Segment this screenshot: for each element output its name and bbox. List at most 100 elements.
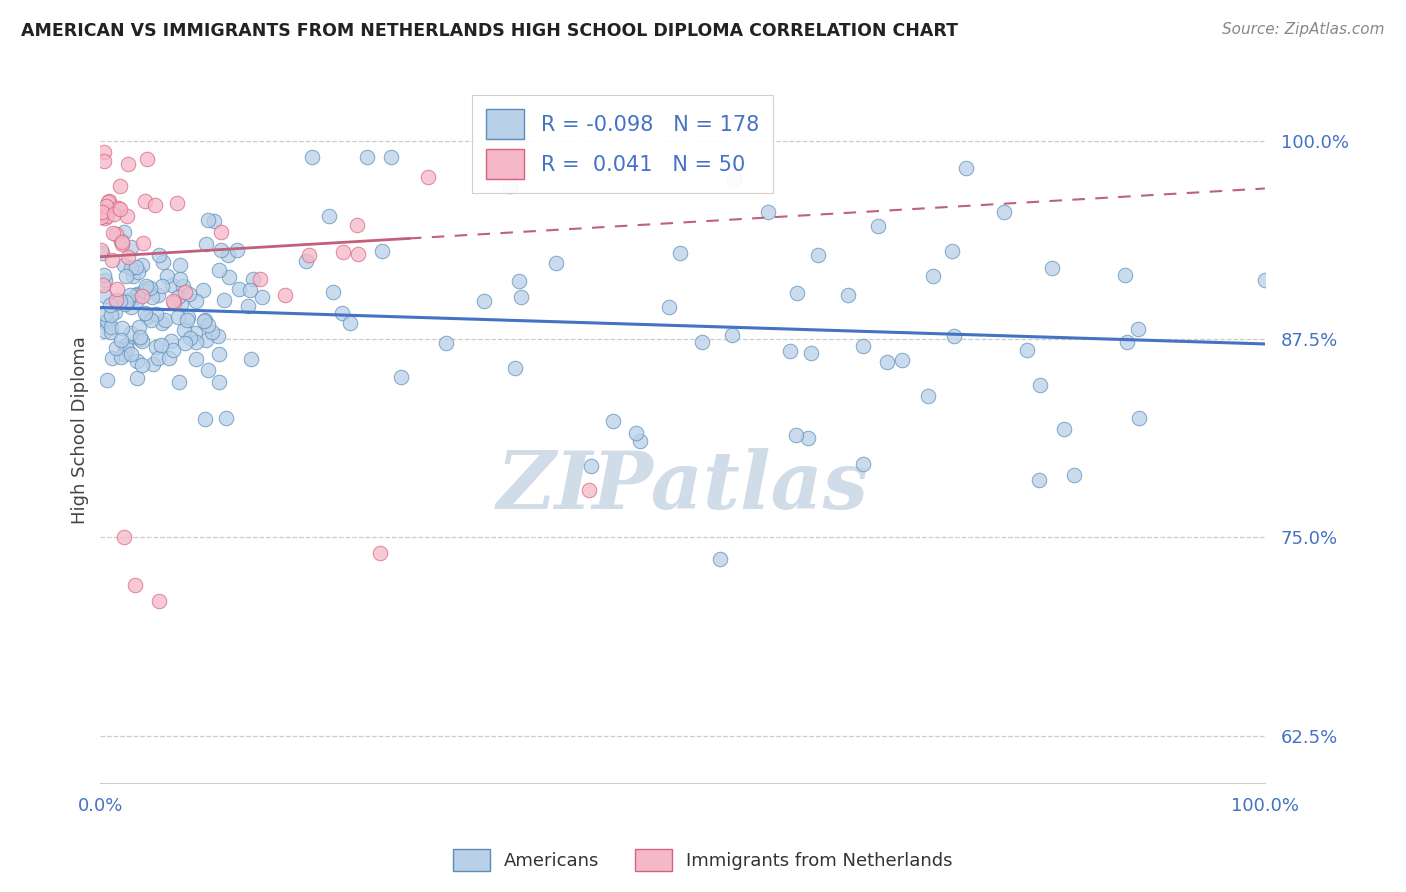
Point	[194, 312, 217, 326]
Point	[115, 338, 138, 352]
Point	[94, 315, 117, 329]
Point	[94, 288, 117, 302]
Point	[274, 288, 297, 302]
Point	[368, 546, 391, 560]
Point	[90, 243, 112, 257]
Point	[191, 283, 214, 297]
Point	[852, 339, 875, 353]
Point	[117, 293, 139, 308]
Point	[94, 324, 117, 338]
Point	[851, 457, 873, 471]
Point	[225, 243, 247, 257]
Point	[93, 153, 115, 168]
Point	[115, 268, 138, 283]
Point	[112, 225, 135, 239]
Point	[177, 287, 200, 301]
Point	[96, 209, 118, 223]
Point	[1126, 322, 1149, 336]
Point	[96, 318, 118, 332]
Point	[105, 293, 128, 307]
Point	[98, 194, 121, 208]
Point	[797, 431, 820, 445]
Point	[434, 335, 457, 350]
Point	[94, 273, 117, 287]
Point	[217, 248, 239, 262]
Point	[955, 161, 977, 176]
Point	[370, 244, 392, 259]
Point	[510, 290, 533, 304]
Point	[339, 317, 361, 331]
Point	[110, 234, 132, 248]
Point	[176, 310, 198, 324]
Point	[756, 205, 779, 219]
Point	[1017, 343, 1039, 357]
Point	[658, 301, 681, 315]
Point	[129, 330, 152, 344]
Point	[157, 351, 180, 366]
Point	[110, 334, 132, 348]
Point	[1114, 268, 1136, 283]
Point	[120, 240, 142, 254]
Point	[148, 594, 170, 608]
Point	[103, 226, 125, 240]
Point	[135, 152, 157, 166]
Point	[117, 251, 139, 265]
Point	[207, 329, 229, 343]
Point	[709, 552, 731, 566]
Point	[503, 360, 526, 375]
Point	[127, 354, 149, 368]
Point	[96, 199, 118, 213]
Point	[121, 300, 143, 314]
Point	[197, 318, 219, 332]
Point	[208, 375, 231, 389]
Point	[779, 343, 801, 358]
Point	[129, 333, 152, 347]
Point	[167, 310, 190, 325]
Point	[786, 285, 808, 300]
Point	[135, 279, 157, 293]
Point	[118, 288, 141, 302]
Point	[389, 370, 412, 384]
Point	[941, 244, 963, 259]
Point	[301, 150, 323, 164]
Point	[186, 335, 208, 350]
Point	[107, 201, 129, 215]
Point	[170, 296, 193, 310]
Point	[142, 357, 165, 371]
Point	[110, 293, 132, 308]
Point	[148, 248, 170, 262]
Point	[628, 434, 651, 449]
Point	[166, 290, 188, 304]
Point	[1116, 334, 1139, 349]
Point	[184, 351, 207, 366]
Point	[93, 268, 115, 282]
Point	[93, 204, 115, 219]
Point	[380, 150, 402, 164]
Point	[105, 227, 128, 241]
Point	[131, 258, 153, 272]
Point	[184, 326, 207, 340]
Point	[169, 271, 191, 285]
Point	[356, 150, 378, 164]
Point	[173, 335, 195, 350]
Point	[837, 287, 859, 301]
Point	[135, 281, 157, 295]
Point	[499, 178, 522, 193]
Point	[112, 531, 135, 545]
Point	[114, 340, 136, 354]
Point	[800, 346, 823, 360]
Y-axis label: High School Diploma: High School Diploma	[72, 336, 89, 524]
Point	[143, 197, 166, 211]
Text: AMERICAN VS IMMIGRANTS FROM NETHERLANDS HIGH SCHOOL DIPLOMA CORRELATION CHART: AMERICAN VS IMMIGRANTS FROM NETHERLANDS …	[21, 22, 957, 40]
Point	[120, 260, 142, 275]
Point	[214, 293, 236, 308]
Point	[173, 323, 195, 337]
Point	[294, 253, 316, 268]
Point	[692, 334, 714, 349]
Point	[115, 294, 138, 309]
Point	[94, 211, 117, 226]
Point	[93, 145, 115, 159]
Point	[128, 320, 150, 334]
Point	[141, 290, 163, 304]
Point	[100, 319, 122, 334]
